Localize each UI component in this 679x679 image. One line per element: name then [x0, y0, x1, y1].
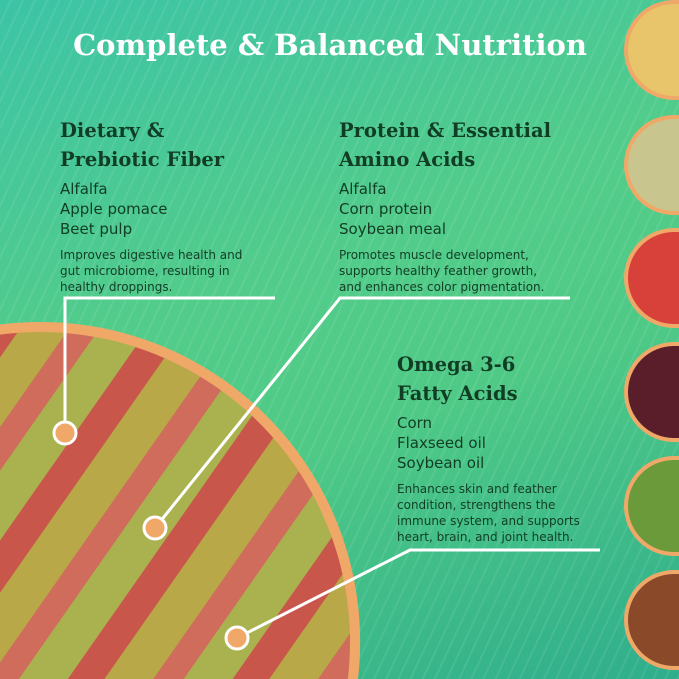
marker-dot [52, 420, 78, 446]
section-fiber: Dietary & Prebiotic Fiber Alfalfa Apple … [60, 116, 242, 295]
section-description: Promotes muscle development, supports he… [339, 248, 545, 294]
section-heading: Dietary & Prebiotic Fiber [60, 119, 225, 171]
section-omega: Omega 3-6 Fatty Acids Corn Flaxseed oil … [397, 350, 580, 545]
leader-line [153, 296, 570, 529]
section-description: Improves digestive health and gut microb… [60, 248, 243, 294]
leader-line [236, 548, 600, 640]
marker-dot [142, 515, 168, 541]
section-heading: Protein & Essential Amino Acids [339, 119, 551, 171]
section-description: Enhances skin and feather condition, str… [397, 482, 580, 544]
ingredient-list: Alfalfa Apple pomace Beet pulp [60, 180, 168, 238]
ingredient-list: Corn Flaxseed oil Soybean oil [397, 414, 486, 472]
ingredient-list: Alfalfa Corn protein Soybean meal [339, 180, 446, 238]
section-protein: Protein & Essential Amino Acids Alfalfa … [339, 116, 551, 295]
leader-line [63, 296, 275, 433]
marker-dot [224, 625, 250, 651]
page-title: Complete & Balanced Nutrition [73, 28, 587, 62]
section-heading: Omega 3-6 Fatty Acids [397, 353, 518, 405]
